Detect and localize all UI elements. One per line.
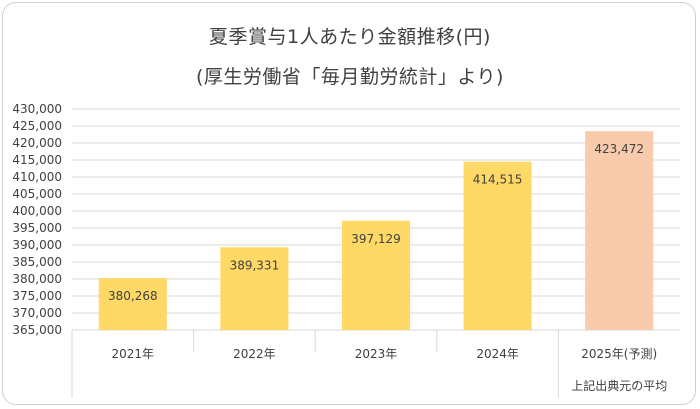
y-tick-label: 380,000 [12, 272, 62, 286]
data-label: 380,268 [108, 289, 158, 303]
chart-card [2, 2, 696, 405]
category-axis: 2021年 2022年 2023年 2024年 2025年(予測) 上記出典元の平均 [71, 330, 667, 398]
y-tick-label: 425,000 [12, 119, 62, 133]
chart-title: 夏季賞与1人あたり金額推移(円) [209, 26, 491, 48]
y-tick-label: 365,000 [12, 323, 62, 337]
category-label: 2024年 [476, 347, 519, 361]
y-tick-label: 390,000 [12, 238, 62, 252]
bar [98, 278, 167, 330]
bar [341, 220, 411, 330]
bar [220, 247, 289, 330]
category-label: 2022年 [233, 347, 276, 361]
data-label: 389,331 [230, 258, 280, 272]
y-tick-label: 410,000 [12, 170, 62, 184]
y-tick-label: 405,000 [12, 187, 62, 201]
bars: 380,268 389,331 397,129 414,515 423,472 [98, 131, 654, 330]
bar [463, 161, 532, 330]
y-tick-label: 400,000 [12, 204, 62, 218]
y-tick-label: 375,000 [12, 289, 62, 303]
y-tick-label: 385,000 [12, 255, 62, 269]
data-label: 423,472 [594, 142, 644, 156]
category-note: 上記出典元の平均 [571, 378, 667, 393]
y-tick-label: 395,000 [12, 221, 62, 235]
y-tick-label: 415,000 [12, 153, 62, 167]
category-label: 2025年(予測) [581, 347, 657, 361]
category-label: 2023年 [355, 347, 398, 361]
y-tick-label: 420,000 [12, 136, 62, 150]
y-axis-ticks: 365,000 370,000 375,000 380,000 385,000 390,0… [12, 102, 62, 337]
data-label: 397,129 [351, 232, 401, 246]
category-label: 2021年 [112, 347, 155, 361]
y-tick-label: 430,000 [12, 102, 62, 116]
data-label: 414,515 [473, 173, 523, 187]
y-tick-label: 370,000 [12, 306, 62, 320]
chart-subtitle: (厚生労働省「毎月勤労統計」より) [196, 66, 504, 88]
bar [585, 131, 654, 330]
